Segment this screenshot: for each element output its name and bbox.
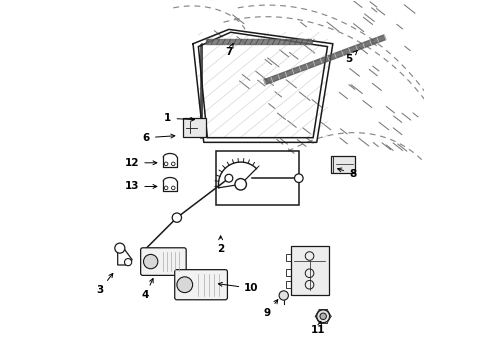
Text: 6: 6: [143, 133, 175, 143]
Circle shape: [317, 310, 330, 323]
Circle shape: [172, 213, 181, 222]
FancyBboxPatch shape: [291, 246, 329, 296]
FancyBboxPatch shape: [183, 118, 205, 137]
FancyBboxPatch shape: [141, 248, 186, 275]
FancyBboxPatch shape: [175, 270, 227, 300]
Circle shape: [172, 186, 175, 190]
Circle shape: [164, 162, 168, 166]
Polygon shape: [264, 35, 386, 85]
Text: 12: 12: [125, 158, 157, 168]
Text: 1: 1: [164, 113, 195, 123]
Circle shape: [320, 313, 326, 319]
Circle shape: [124, 258, 132, 266]
Circle shape: [164, 186, 168, 190]
Circle shape: [279, 291, 289, 300]
Text: 5: 5: [345, 50, 357, 64]
Circle shape: [294, 174, 303, 183]
Circle shape: [235, 179, 246, 190]
Circle shape: [225, 174, 233, 182]
Text: 2: 2: [217, 236, 224, 254]
Text: 4: 4: [142, 279, 153, 301]
Text: 13: 13: [125, 181, 157, 192]
FancyBboxPatch shape: [331, 156, 355, 173]
Circle shape: [172, 162, 175, 166]
Circle shape: [115, 243, 125, 253]
Text: 3: 3: [96, 274, 113, 296]
Text: 8: 8: [338, 168, 356, 179]
Circle shape: [144, 255, 158, 269]
Circle shape: [177, 277, 193, 293]
Text: 11: 11: [311, 321, 326, 335]
Text: 10: 10: [219, 282, 259, 293]
Text: 7: 7: [225, 44, 233, 57]
Text: 9: 9: [264, 300, 278, 318]
